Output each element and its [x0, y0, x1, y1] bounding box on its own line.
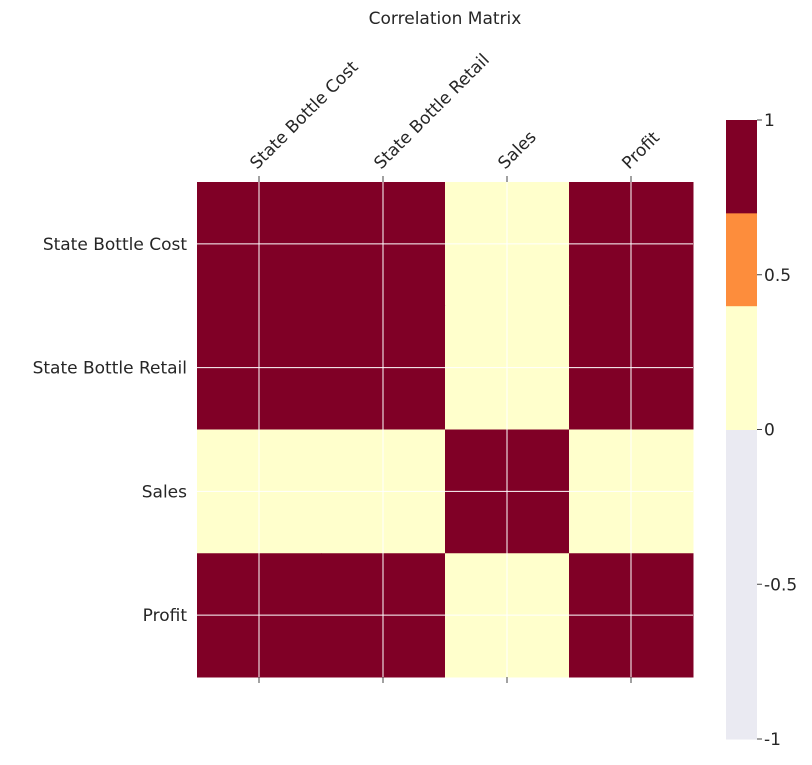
- y-tick-label: Sales: [142, 482, 187, 502]
- x-tick-label: State Bottle Cost: [246, 57, 362, 173]
- colorbar-tick-label: 0: [764, 421, 775, 441]
- x-tick-label: Profit: [618, 128, 664, 174]
- colorbar-tick-label: 0.5: [764, 266, 791, 286]
- chart-title: Correlation Matrix: [369, 9, 522, 29]
- heatmap-gridlines: [197, 176, 693, 683]
- colorbar-segment-0: [726, 429, 757, 740]
- colorbar-segment-1: [726, 305, 757, 430]
- x-axis-tick-labels: State Bottle Cost State Bottle Retail Sale…: [246, 50, 664, 173]
- y-tick-label: State Bottle Cost: [43, 235, 188, 255]
- heatmap-cells: [197, 182, 694, 678]
- colorbar-segment-3: [726, 120, 757, 214]
- colorbar-segment-2: [726, 212, 757, 307]
- y-tick-label: Profit: [143, 606, 188, 626]
- x-tick-label: State Bottle Retail: [370, 50, 493, 173]
- x-tick-label: Sales: [494, 127, 540, 173]
- colorbar-tick-label: -0.5: [764, 575, 797, 595]
- colorbar-tick-label: -1: [764, 730, 781, 750]
- y-axis-tick-labels: State Bottle Cost State Bottle Retail Sale…: [33, 235, 188, 626]
- colorbar: 1 0.5 0 -0.5 -1: [726, 111, 797, 750]
- colorbar-tick-label: 1: [764, 111, 775, 131]
- y-tick-label: State Bottle Retail: [33, 359, 187, 379]
